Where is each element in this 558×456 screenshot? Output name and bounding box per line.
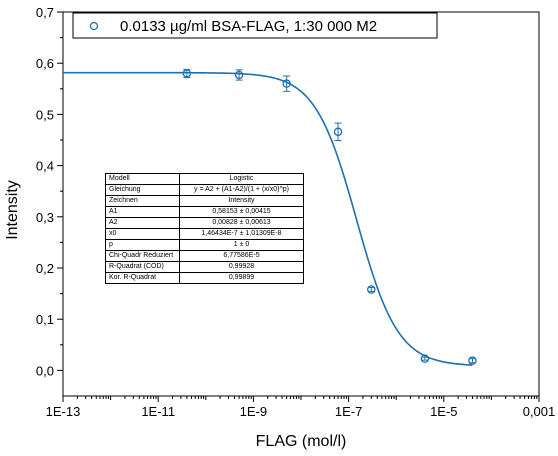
fit-table-key: A2 [105,217,180,229]
fit-curve [63,71,473,366]
y-tick-label: 0,6 [36,56,54,71]
fit-table-value: Intensity [179,195,304,207]
data-point [333,127,343,137]
fit-table-value: y = A2 + (A1-A2)/(1 + (x/x0)^p) [179,184,304,196]
legend-marker [89,21,99,31]
fit-table-row: Chi-Quadr Reduziert 6,77586E-5 [105,250,304,262]
fit-table-key: Zeichnen [105,195,180,207]
fit-table-key: A1 [105,206,180,218]
data-point [367,285,376,294]
legend: 0.0133 µg/ml BSA-FLAG, 1:30 000 M2 [72,12,438,39]
data-point [234,70,244,80]
fit-table-row: Zeichnen Intensity [105,195,304,207]
legend-label: 0.0133 µg/ml BSA-FLAG, 1:30 000 M2 [120,18,377,35]
y-tick-label: 0,2 [36,261,54,276]
fit-table-key: Gleichung [105,184,180,196]
fit-table-value: 1,46434E-7 ± 1,01309E-8 [179,228,304,240]
x-tick-label: 1E-7 [335,404,362,419]
y-tick-label: 0,1 [36,312,54,327]
legend-box [72,12,438,39]
x-axis-label: FLAG (mol/l) [256,433,347,450]
fit-table-value: 0,99928 [179,261,304,273]
y-tick-label: 0,0 [36,363,54,378]
fit-table-row: R-Quadrat (COD) 0,99928 [105,261,304,273]
fit-table-key: x0 [105,228,180,240]
y-tick-label: 0,4 [36,159,54,174]
data-point [282,79,291,88]
x-tick-label: 1E-11 [141,404,175,419]
axis-ticks: 1E-13 1E-11 1E-9 1E-7 1E-5 0,001 0,0 0,1 0,2 0,3 0… [36,5,555,419]
y-tick-label: 0,5 [36,107,54,122]
fit-table-key: R-Quadrat (COD) [105,261,180,273]
y-axis-label: Intensity [4,180,21,240]
data-point [420,354,430,363]
fit-table-row: Gleichung y = A2 + (A1-A2)/(1 + (x/x0)^p) [105,184,304,196]
x-tick-label: 1E-5 [430,404,457,419]
y-tick-label: 0,7 [36,5,54,20]
x-tick-label: 0,001 [523,404,556,419]
y-tick-label: 0,3 [36,210,54,225]
fit-table-row: A1 0,58153 ± 0,00415 [105,206,304,218]
fit-table-row: A2 0,00828 ± 0,00613 [105,217,304,229]
fit-table-key: Chi-Quadr Reduziert [105,250,180,262]
fit-table-value: 1 ± 0 [179,239,304,251]
data-points-layer [182,68,477,365]
fit-table-row: Modell Logistic [105,173,304,185]
fit-table-value: Logistic [179,173,304,185]
fit-table-row: Kor. R-Quadrat 0,99899 [105,272,304,284]
fit-results-table: Modell Logistic Gleichung y = A2 + (A1-A2)/… [105,173,304,284]
fit-table-value: 0,99899 [179,272,304,284]
fit-table-value: 6,77586E-5 [179,250,304,262]
data-point [468,356,477,365]
x-tick-label: 1E-9 [240,404,267,419]
fit-curve-layer [63,71,473,366]
fit-table-value: 0,00828 ± 0,00613 [179,217,304,229]
x-tick-label: 1E-13 [46,404,81,419]
fit-table-key: Kor. R-Quadrat [105,272,180,284]
data-point [182,69,192,78]
fit-table-row: x0 1,46434E-7 ± 1,01309E-8 [105,228,304,240]
fit-table-key: p [105,239,180,251]
fit-table-key: Modell [105,173,180,185]
fit-table-value: 0,58153 ± 0,00415 [179,206,304,218]
